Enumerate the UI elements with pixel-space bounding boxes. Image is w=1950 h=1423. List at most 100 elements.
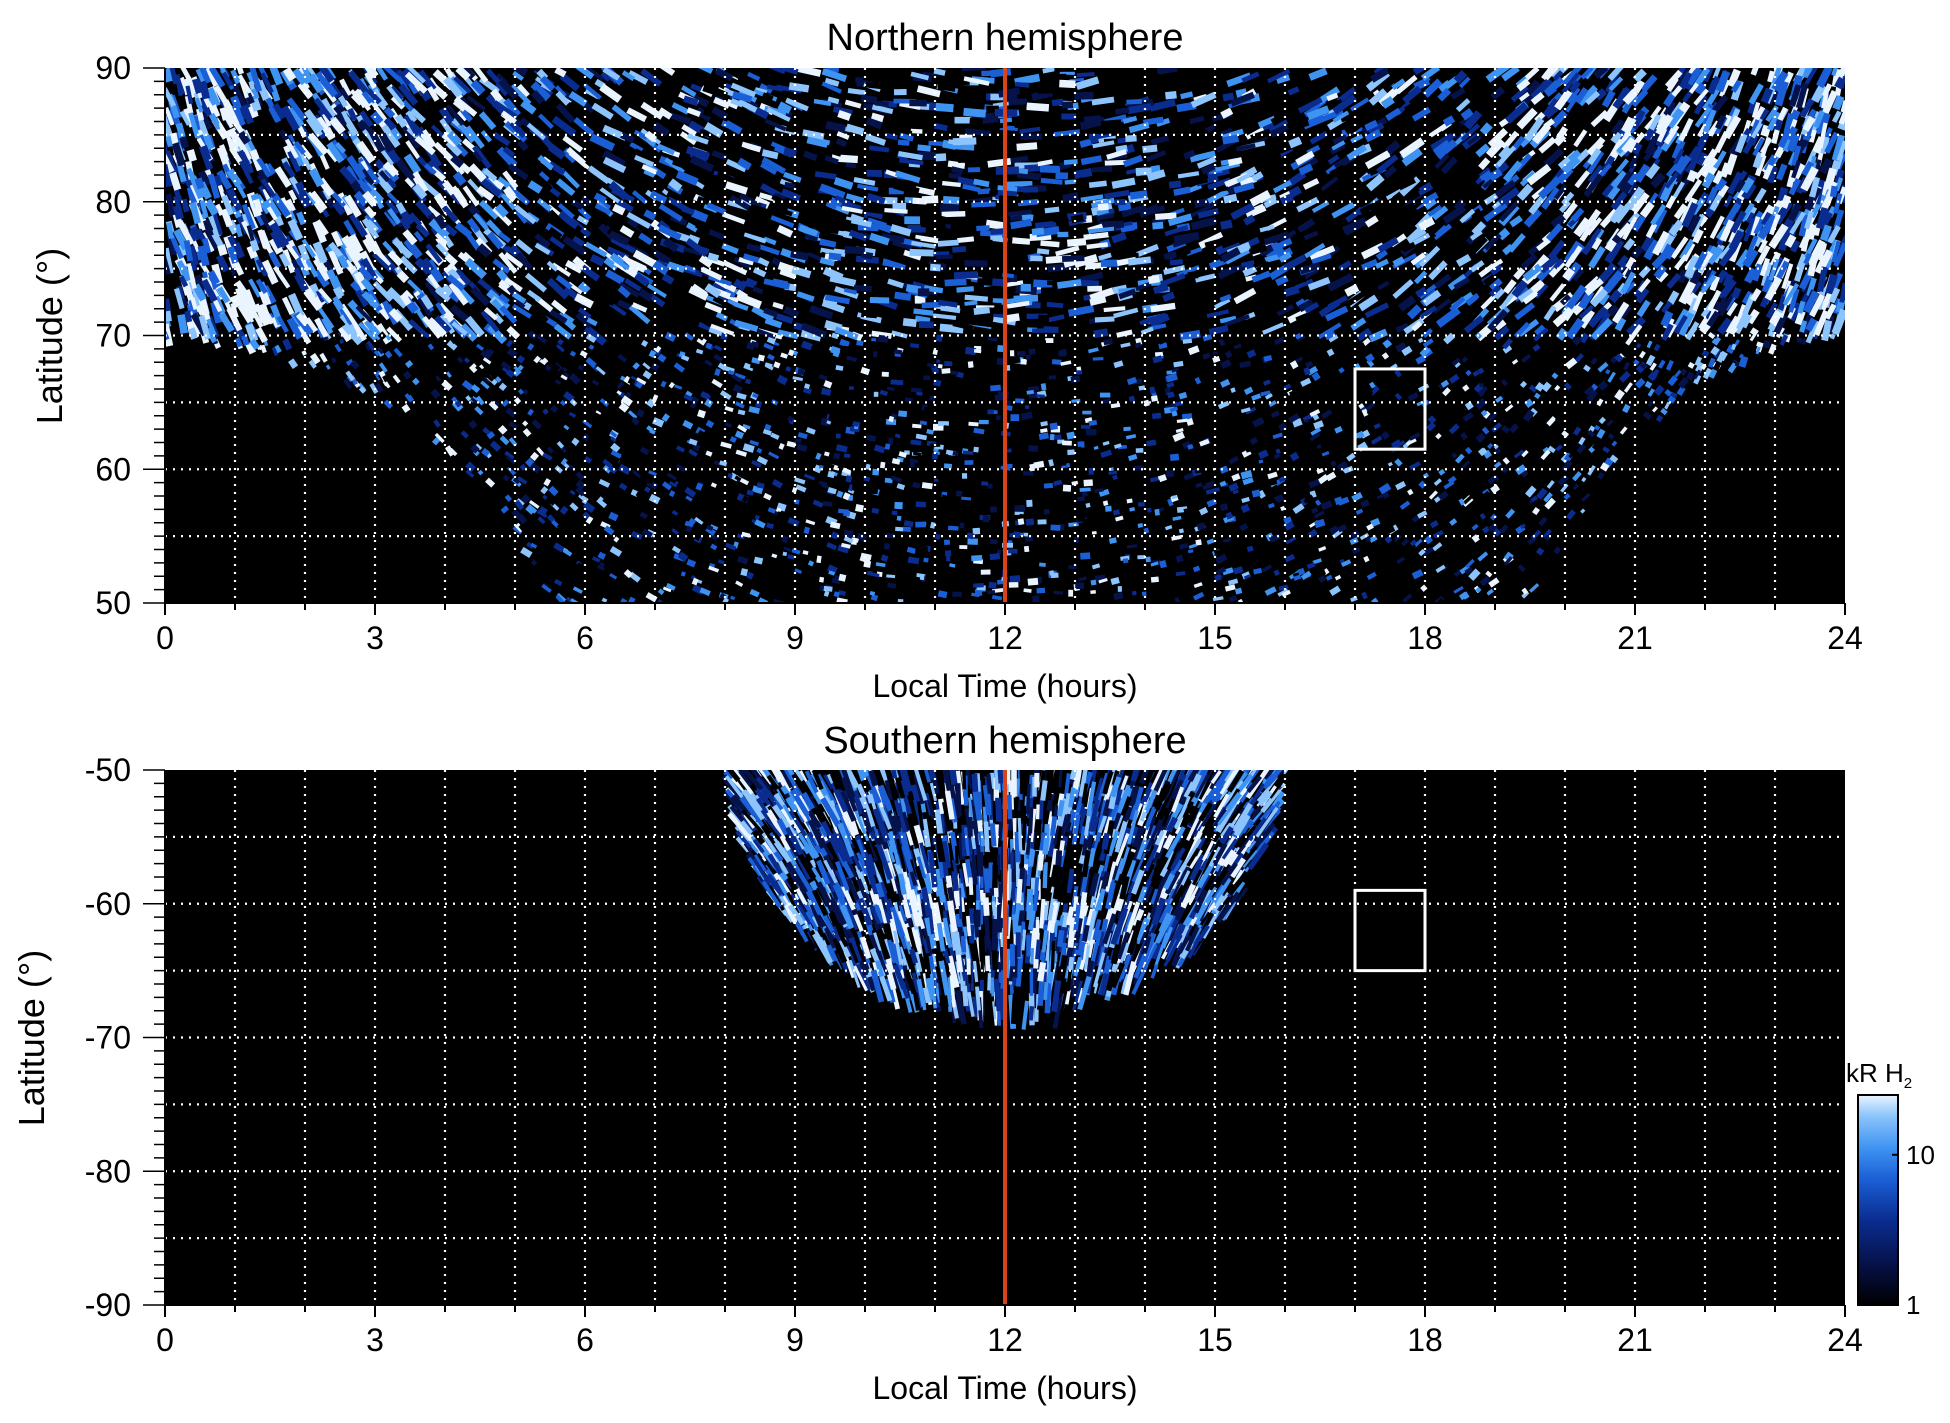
- heatmap-cell: [1151, 412, 1162, 420]
- heatmap-cell: [1602, 446, 1610, 454]
- heatmap-cell: [959, 522, 965, 529]
- heatmap-cell: [1292, 503, 1305, 515]
- heatmap-cell: [643, 551, 651, 559]
- heatmap-cell: [1326, 348, 1335, 357]
- heatmap-cell: [372, 252, 393, 273]
- heatmap-cell: [742, 443, 755, 453]
- heatmap-cell: [732, 278, 747, 292]
- heatmap-cell: [1468, 568, 1481, 581]
- heatmap-cell: [677, 595, 684, 601]
- heatmap-cell: [1734, 339, 1740, 347]
- heatmap-cell: [1309, 245, 1336, 261]
- heatmap-cell: [1175, 427, 1184, 434]
- heatmap-cell: [1157, 585, 1167, 594]
- heatmap-cell: [1049, 422, 1058, 431]
- heatmap-cell: [1274, 336, 1285, 346]
- heatmap-cell: [894, 501, 903, 510]
- heatmap-cell: [738, 257, 754, 266]
- heatmap-cell: [1159, 151, 1184, 162]
- heatmap-cell: [747, 71, 761, 82]
- heatmap-cell: [572, 235, 585, 247]
- heatmap-cell: [944, 550, 952, 557]
- heatmap-cell: [891, 510, 898, 516]
- heatmap-cell: [1693, 374, 1702, 385]
- heatmap-cell: [1568, 449, 1578, 459]
- heatmap-cell: [1087, 285, 1103, 292]
- heatmap-cell: [1261, 505, 1269, 512]
- heatmap-cell: [1075, 76, 1100, 90]
- heatmap-cell: [941, 368, 951, 374]
- heatmap-cell: [1008, 528, 1014, 534]
- heatmap-cell: [945, 514, 956, 520]
- heatmap-cell: [1015, 186, 1038, 193]
- heatmap-cell: [1050, 572, 1059, 579]
- heatmap-cell: [448, 291, 461, 303]
- heatmap-cell: [609, 573, 618, 580]
- heatmap-cell: [896, 380, 904, 386]
- heatmap-cell: [736, 392, 747, 400]
- heatmap-cell: [830, 531, 839, 540]
- heatmap-cell: [1062, 440, 1072, 446]
- heatmap-cell: [520, 99, 537, 115]
- heatmap-cell: [1819, 157, 1833, 175]
- heatmap-cell: [1630, 88, 1649, 108]
- heatmap-cell: [1009, 350, 1015, 357]
- heatmap-cell: [782, 422, 790, 429]
- heatmap-cell: [1654, 300, 1664, 312]
- heatmap-cell: [1340, 108, 1364, 123]
- heatmap-cell: [1032, 595, 1040, 603]
- heatmap-cell: [1079, 138, 1093, 148]
- heatmap-cell: [606, 246, 630, 260]
- heatmap-cell: [933, 478, 939, 482]
- heatmap-cell: [662, 586, 672, 593]
- heatmap-cell: [235, 68, 244, 75]
- heatmap-cell: [1073, 91, 1094, 100]
- heatmap-cell: [1028, 348, 1036, 355]
- heatmap-cell: [1052, 368, 1062, 373]
- heatmap-cell: [864, 133, 887, 146]
- heatmap-cell: [759, 141, 776, 153]
- heatmap-cell: [1304, 508, 1313, 516]
- heatmap-cell: [1068, 589, 1074, 597]
- heatmap-cell: [1832, 94, 1845, 111]
- heatmap-cell: [714, 368, 721, 377]
- heatmap-cell: [840, 542, 851, 549]
- heatmap-cell: [1027, 577, 1039, 586]
- heatmap-cell: [1528, 384, 1538, 393]
- heatmap-cell: [1264, 392, 1273, 400]
- heatmap-cell: [1349, 231, 1374, 248]
- heatmap-cell: [1650, 105, 1662, 120]
- heatmap-cell: [478, 111, 497, 131]
- heatmap-cell: [1577, 84, 1598, 107]
- heatmap-cell: [896, 483, 906, 491]
- heatmap-cell: [822, 501, 833, 507]
- heatmap-cell: [1078, 334, 1083, 340]
- heatmap-cell: [1141, 591, 1147, 597]
- heatmap-cell: [835, 433, 841, 439]
- heatmap-cell: [853, 590, 858, 595]
- heatmap-cell: [770, 215, 795, 229]
- heatmap-cell: [445, 356, 455, 365]
- heatmap-cell: [732, 383, 743, 394]
- heatmap-cell: [982, 591, 988, 599]
- heatmap-cell: [1819, 288, 1835, 311]
- heatmap-cell: [515, 83, 530, 99]
- heatmap-cell: [981, 70, 992, 77]
- heatmap-cell: [1061, 255, 1085, 262]
- heatmap-cell: [907, 225, 926, 233]
- heatmap-cell: [1802, 68, 1816, 79]
- heatmap-cell: [1321, 450, 1330, 457]
- heatmap-cell: [1222, 537, 1231, 543]
- heatmap-cell: [902, 526, 911, 532]
- heatmap-cell: [1479, 575, 1491, 587]
- heatmap-cell: [1180, 91, 1194, 100]
- heatmap-cell: [551, 137, 565, 150]
- heatmap-cell: [1463, 172, 1481, 191]
- heatmap-cell: [966, 532, 974, 540]
- heatmap-cell: [1172, 515, 1182, 521]
- heatmap-cell: [1138, 502, 1145, 507]
- heatmap-cell: [924, 406, 935, 412]
- heatmap-cell: [844, 246, 865, 255]
- heatmap-cell: [629, 141, 644, 153]
- heatmap-cell: [867, 385, 879, 392]
